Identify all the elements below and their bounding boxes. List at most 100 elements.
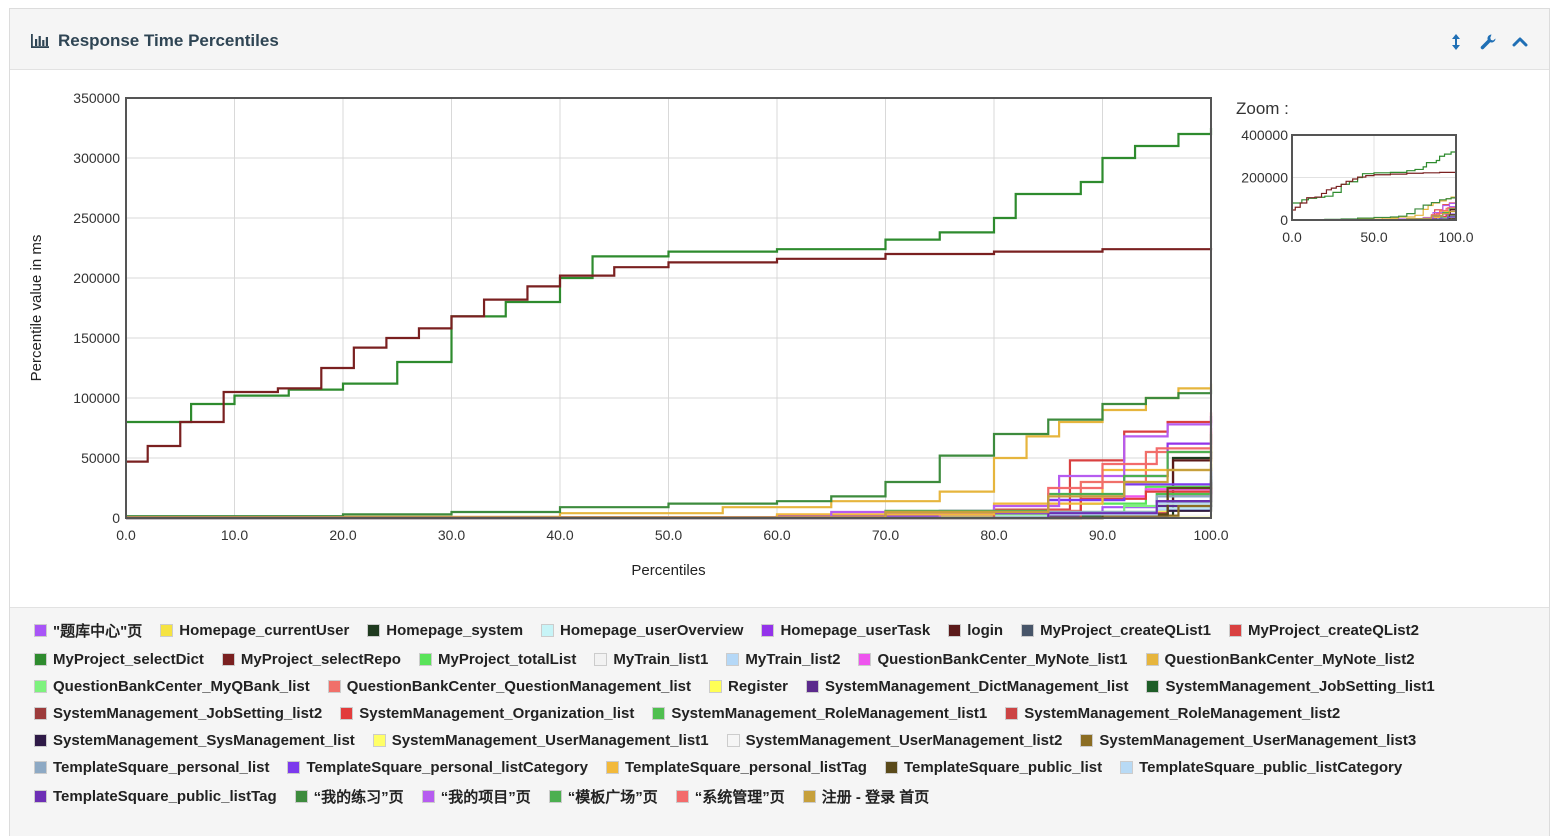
legend-item[interactable]: SystemManagement_JobSetting_list2: [34, 705, 322, 722]
legend-item[interactable]: MyProject_totalList: [418, 651, 576, 668]
legend-swatch: [605, 761, 619, 774]
legend-swatch: [160, 624, 174, 637]
y-tick-label: 250000: [73, 210, 120, 226]
legend-item[interactable]: Homepage_userOverview: [541, 620, 743, 641]
legend-item[interactable]: Homepage_system: [367, 620, 523, 641]
legend-item[interactable]: SystemManagement_UserManagement_list2: [726, 732, 1063, 749]
y-tick-label: 350000: [73, 90, 120, 106]
legend-swatch: [1021, 624, 1035, 637]
percentile-chart[interactable]: 0 50000 100000 150000 200000 250000 300000 3500…: [10, 70, 1549, 606]
x-tick-label: 20.0: [329, 527, 356, 543]
zoom-y-tick-label: 200000: [1241, 170, 1288, 186]
legend-item[interactable]: MyTrain_list1: [594, 651, 708, 668]
legend-label: TemplateSquare_public_listCategory: [1139, 759, 1403, 776]
y-axis-label: Percentile value in ms: [28, 235, 45, 382]
x-tick-label: 10.0: [221, 527, 248, 543]
vertical-arrows-icon[interactable]: [1447, 33, 1465, 51]
legend-item[interactable]: MyProject_selectDict: [34, 651, 204, 668]
legend-swatch: [340, 707, 354, 720]
legend-item[interactable]: SystemManagement_Organization_list: [340, 705, 634, 722]
y-tick-label: 50000: [81, 450, 120, 466]
legend-item[interactable]: Homepage_userTask: [761, 620, 930, 641]
x-tick-label: 50.0: [655, 527, 682, 543]
legend-label: TemplateSquare_public_listTag: [53, 788, 277, 805]
legend-item[interactable]: "题库中心"页: [34, 620, 142, 641]
legend-swatch: [1080, 734, 1094, 747]
legend-label: MyProject_selectDict: [53, 651, 204, 668]
legend-label: MyTrain_list2: [745, 651, 841, 668]
legend-swatch: [948, 624, 962, 637]
legend-item[interactable]: MyProject_selectRepo: [221, 651, 401, 668]
legend-swatch: [34, 734, 47, 747]
legend-label: 注册 - 登录 首页: [821, 789, 930, 806]
panel-title: Response Time Percentiles: [58, 31, 279, 50]
legend-item[interactable]: SystemManagement_SysManagement_list: [34, 732, 355, 749]
y-tick-label: 0: [112, 510, 120, 526]
legend-swatch: [652, 707, 666, 720]
legend-item[interactable]: MyTrain_list2: [726, 651, 840, 668]
legend-item[interactable]: 注册 - 登录 首页: [802, 786, 930, 807]
legend-item[interactable]: MyProject_createQList2: [1229, 620, 1419, 641]
legend-item[interactable]: QuestionBankCenter_MyQBank_list: [34, 678, 310, 695]
legend-swatch: [709, 680, 722, 693]
legend-item[interactable]: “我的项目”页: [421, 786, 531, 807]
legend-item[interactable]: “模板广场”页: [548, 786, 658, 807]
legend-label: Homepage_system: [386, 622, 524, 639]
legend-label: QuestionBankCenter_MyQBank_list: [53, 678, 310, 695]
legend-swatch: [367, 624, 381, 637]
legend-swatch: [418, 653, 432, 666]
legend-label: QuestionBankCenter_MyNote_list1: [877, 651, 1128, 668]
zoom-label: Zoom :: [1236, 99, 1289, 118]
legend-swatch: [802, 790, 816, 803]
legend-label: “我的项目”页: [440, 789, 531, 806]
legend-item[interactable]: TemplateSquare_personal_listCategory: [287, 759, 588, 776]
legend-item[interactable]: SystemManagement_RoleManagement_list1: [652, 705, 987, 722]
grid: [125, 97, 1212, 519]
legend-item[interactable]: QuestionBankCenter_MyNote_list2: [1145, 651, 1415, 668]
panel-title-wrap: Response Time Percentiles: [30, 31, 279, 51]
legend-label: SystemManagement_Organization_list: [359, 705, 635, 722]
legend-item[interactable]: SystemManagement_JobSetting_list1: [1146, 678, 1435, 695]
legend-swatch: [675, 790, 689, 803]
legend-label: SystemManagement_UserManagement_list3: [1099, 732, 1417, 749]
chevron-up-icon[interactable]: [1511, 33, 1529, 51]
y-tick-labels: 0 50000 100000 150000 200000 250000 300000 3500…: [73, 90, 120, 526]
legend-item[interactable]: MyProject_createQList1: [1021, 620, 1211, 641]
plot-frame: [125, 97, 1212, 519]
legend-item[interactable]: TemplateSquare_public_list: [884, 759, 1102, 776]
legend-swatch: [1005, 707, 1019, 720]
legend-item[interactable]: SystemManagement_UserManagement_list1: [372, 732, 709, 749]
legend-label: SystemManagement_UserManagement_list2: [745, 732, 1063, 749]
legend-swatch: [34, 761, 47, 774]
legend-swatch: [594, 653, 608, 666]
legend-item[interactable]: TemplateSquare_personal_list: [34, 759, 269, 776]
x-tick-label: 90.0: [1089, 527, 1116, 543]
wrench-icon[interactable]: [1479, 33, 1497, 51]
zoom-overview-chart[interactable]: 400000 200000 00.0 50.0 100.0: [1241, 127, 1473, 245]
legend-swatch: [287, 761, 301, 774]
legend-item[interactable]: TemplateSquare_public_listTag: [34, 786, 277, 807]
legend-item[interactable]: TemplateSquare_personal_listTag: [605, 759, 867, 776]
legend-item[interactable]: TemplateSquare_public_listCategory: [1120, 759, 1402, 776]
zoom-x-tick-label: 0.0: [1282, 229, 1302, 245]
legend-swatch: [1229, 624, 1242, 637]
legend-item[interactable]: SystemManagement_RoleManagement_list2: [1005, 705, 1340, 722]
legend-item[interactable]: login: [948, 620, 1003, 641]
legend-swatch: [372, 734, 386, 747]
legend-item[interactable]: “系统管理”页: [675, 786, 785, 807]
legend-item[interactable]: SystemManagement_DictManagement_list: [806, 678, 1128, 695]
legend-label: TemplateSquare_personal_list: [53, 759, 270, 776]
legend-item[interactable]: QuestionBankCenter_QuestionManagement_li…: [327, 678, 691, 695]
legend-item[interactable]: Homepage_currentUser: [160, 620, 349, 641]
legend-label: login: [967, 622, 1004, 639]
zoom-y-tick-label: 400000: [1241, 127, 1288, 143]
legend-item[interactable]: “我的练习”页: [294, 786, 404, 807]
legend-swatch: [34, 707, 47, 720]
legend-label: Homepage_userOverview: [560, 622, 744, 639]
legend-item[interactable]: SystemManagement_UserManagement_list3: [1080, 732, 1416, 749]
legend-label: Homepage_currentUser: [179, 622, 350, 639]
legend-item[interactable]: QuestionBankCenter_MyNote_list1: [858, 651, 1128, 668]
x-tick-label: 70.0: [872, 527, 899, 543]
legend-swatch: [221, 653, 235, 666]
legend-item[interactable]: Register: [709, 678, 788, 695]
